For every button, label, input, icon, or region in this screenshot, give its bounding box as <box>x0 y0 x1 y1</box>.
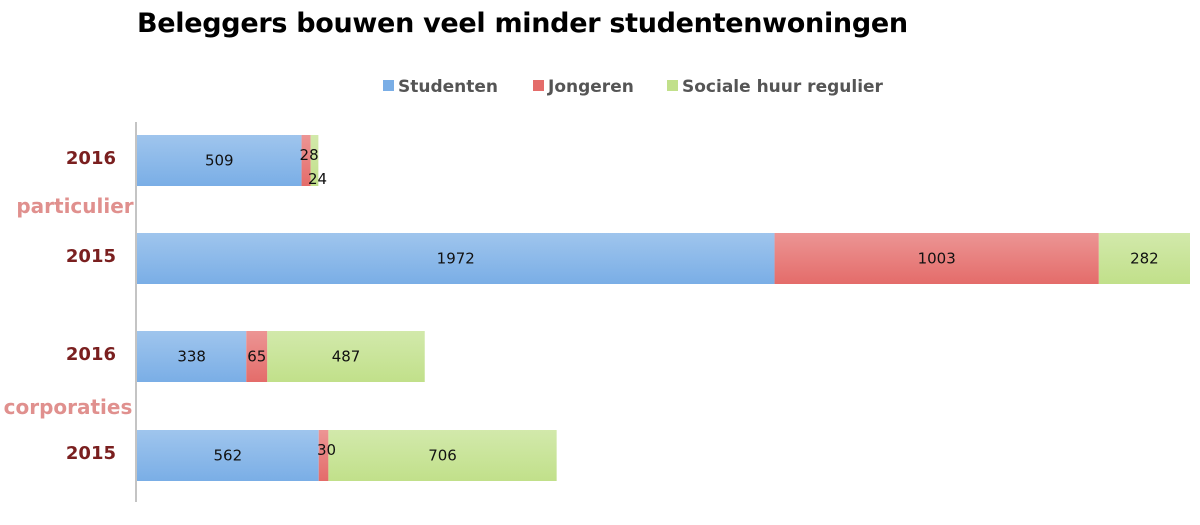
data-label-1-0: 1972 <box>437 250 475 268</box>
data-label-3-1: 30 <box>317 441 336 459</box>
bar-0-0 <box>137 135 302 186</box>
bar-2-0 <box>137 331 247 382</box>
data-labels: 509 28 24 1972 1003 282 338 65 487 562 30 706 <box>177 146 1158 465</box>
bars <box>137 135 1190 481</box>
bar-3-1 <box>318 430 329 481</box>
bar-1-1 <box>774 233 1099 284</box>
data-label-1-1: 1003 <box>918 250 956 268</box>
data-label-3-0: 562 <box>214 447 243 465</box>
chart-title: Beleggers bouwen veel minder studentenwo… <box>137 8 908 39</box>
bar-2-2 <box>267 331 425 382</box>
bar-1-0 <box>137 233 775 284</box>
category-label-0: 2016 <box>66 148 116 169</box>
category-label-1: 2015 <box>66 246 116 267</box>
category-label-2: 2016 <box>66 344 116 365</box>
group-label-corporaties: corporaties <box>4 395 133 419</box>
data-label-2-2: 487 <box>332 348 361 366</box>
data-label-3-2: 706 <box>428 447 457 465</box>
legend-label-2: Sociale huur regulier <box>682 77 884 97</box>
legend-label-0: Studenten <box>398 77 498 97</box>
data-label-1-2: 282 <box>1130 250 1159 268</box>
legend-swatch-2 <box>667 80 678 91</box>
data-label-2-0: 338 <box>177 348 206 366</box>
bar-0-1 <box>301 135 311 186</box>
data-label-0-0: 509 <box>205 152 234 170</box>
legend-label-1: Jongeren <box>547 77 634 97</box>
data-label-2-1: 65 <box>247 348 266 366</box>
data-label-0-1: 28 <box>300 146 319 164</box>
bar-0-2 <box>310 135 319 186</box>
bar-2-1 <box>246 331 268 382</box>
bar-1-2 <box>1098 233 1190 284</box>
data-label-0-2: 24 <box>308 170 327 188</box>
legend: Studenten Jongeren Sociale huur regulier <box>383 77 884 97</box>
bar-3-0 <box>137 430 319 481</box>
category-labels: 2016 2015 2016 2015 particulier corporaties <box>4 148 134 464</box>
bar-3-2 <box>328 430 557 481</box>
group-label-particulier: particulier <box>16 194 133 218</box>
legend-swatch-0 <box>383 80 394 91</box>
category-label-3: 2015 <box>66 443 116 464</box>
legend-swatch-1 <box>533 80 544 91</box>
